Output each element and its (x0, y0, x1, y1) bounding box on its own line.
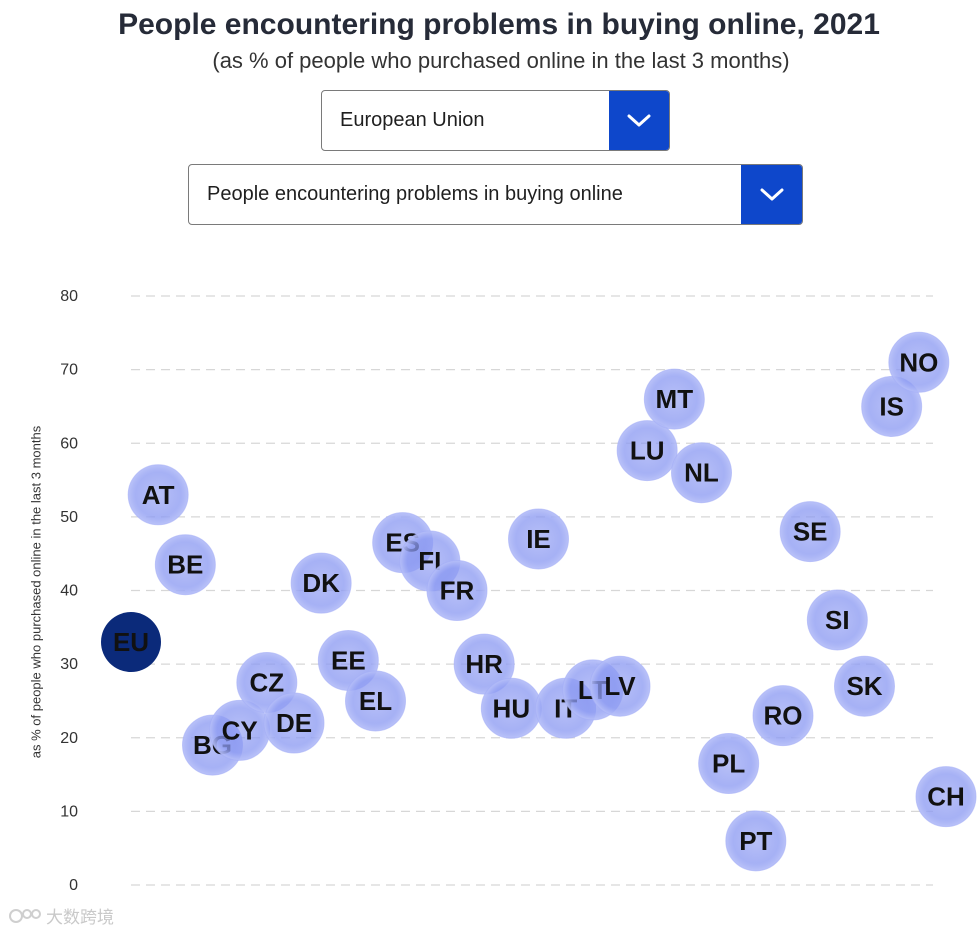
bubble-circle (616, 420, 678, 482)
bubble-label: PL (712, 749, 745, 779)
bubble-label: BE (167, 550, 203, 580)
bubble-label: CY (222, 715, 258, 745)
chart-subtitle: (as % of people who purchased online in … (212, 48, 790, 73)
watermark-logo-icon (9, 908, 41, 923)
bubble-circle (426, 560, 488, 621)
bubble-ch[interactable]: CH (915, 766, 977, 828)
bubble-label: SK (846, 671, 882, 701)
bubble-circle (263, 692, 325, 754)
bubble-circle (643, 368, 705, 430)
bubble-circle (752, 685, 814, 747)
bubble-lv[interactable]: LV (589, 655, 651, 717)
y-axis-ticks: 0 10 20 30 40 50 60 70 80 (60, 288, 78, 894)
indicator-select-button[interactable] (741, 165, 802, 224)
bubble-hr[interactable]: HR (453, 633, 515, 695)
bubble-nl[interactable]: NL (671, 442, 732, 504)
bubble-lu[interactable]: LU (616, 420, 678, 482)
indicator-select[interactable]: People encountering problems in buying o… (188, 164, 803, 225)
bubble-label: IE (526, 524, 551, 554)
bubble-circle (453, 633, 515, 695)
bubble-label: DE (276, 708, 312, 738)
watermark: 大数跨境 (8, 903, 114, 928)
bubble-label: EL (359, 686, 392, 716)
bubble-circle (806, 589, 868, 651)
bubble-de[interactable]: DE (263, 692, 325, 754)
y-tick-label: 40 (60, 583, 78, 600)
bubble-label: IS (879, 391, 904, 421)
bubble-se[interactable]: SE (779, 501, 841, 563)
y-tick-label: 0 (69, 877, 78, 894)
bubble-label: SE (793, 517, 828, 547)
bubble-label: EU (113, 627, 149, 657)
bubble-si[interactable]: SI (806, 589, 868, 651)
bubble-label: FR (440, 576, 475, 606)
bubble-is[interactable]: IS (861, 375, 923, 437)
y-tick-label: 30 (60, 656, 78, 673)
bubble-circle (127, 464, 189, 526)
bubble-be[interactable]: BE (154, 534, 216, 596)
bubble-label: SI (825, 605, 850, 635)
y-tick-label: 70 (60, 362, 78, 379)
bubbles: EUATBEBGCYCZDEDKEEELESFIFRHRHUIEITLTLVLU… (101, 331, 977, 872)
bubble-eu[interactable]: EU (101, 612, 161, 673)
bubble-el[interactable]: EL (345, 670, 406, 732)
y-tick-label: 50 (60, 509, 78, 526)
bubble-label: FI (418, 546, 441, 576)
bubble-at[interactable]: AT (127, 464, 189, 526)
bubble-mt[interactable]: MT (643, 368, 705, 430)
bubble-circle (345, 670, 406, 732)
bubble-pl[interactable]: PL (698, 733, 760, 795)
bubble-label: MT (656, 384, 694, 414)
bubble-circle (589, 655, 651, 717)
grid-lines (131, 295, 933, 886)
bubble-label: CH (927, 782, 965, 812)
bubble-label: LU (630, 436, 665, 466)
bubble-circle (888, 331, 950, 393)
bubble-label: AT (142, 480, 175, 510)
bubble-circle (915, 766, 977, 828)
country-select-value: European Union (340, 109, 485, 131)
country-select[interactable]: European Union (321, 90, 670, 151)
bubble-circle (290, 552, 352, 614)
bubble-circle (154, 534, 216, 596)
watermark-text: 大数跨境 (46, 908, 114, 928)
bubble-ro[interactable]: RO (752, 685, 814, 747)
y-tick-label: 10 (60, 803, 78, 820)
bubble-label: PT (739, 826, 772, 856)
bubble-circle (698, 733, 760, 795)
bubble-label: CZ (249, 668, 284, 698)
chevron-down-icon (760, 188, 783, 200)
bubble-label: RO (764, 701, 803, 731)
indicator-select-value: People encountering problems in buying o… (207, 183, 623, 205)
chart-title: People encountering problems in buying o… (118, 8, 880, 41)
bubble-hu[interactable]: HU (480, 677, 542, 739)
chevron-down-icon (627, 114, 651, 126)
country-select-button[interactable] (609, 91, 669, 150)
bubble-circle (861, 375, 923, 437)
bubble-pt[interactable]: PT (725, 810, 787, 872)
bubble-fr[interactable]: FR (426, 560, 488, 621)
bubble-label: DK (302, 568, 340, 598)
bubble-ie[interactable]: IE (508, 508, 569, 570)
bubble-circle (671, 442, 732, 504)
bubble-circle (508, 508, 569, 570)
bubble-label: HU (493, 693, 531, 723)
bubble-label: EE (331, 645, 366, 675)
y-tick-label: 60 (60, 435, 78, 452)
bubble-circle (834, 655, 895, 717)
y-tick-label: 80 (60, 288, 78, 305)
bubble-no[interactable]: NO (888, 331, 950, 393)
bubble-label: NL (684, 458, 719, 488)
bubble-sk[interactable]: SK (834, 655, 895, 717)
bubble-label: LV (604, 671, 636, 701)
y-tick-label: 20 (60, 730, 78, 747)
bubble-label: NO (899, 347, 938, 377)
bubble-circle (101, 612, 161, 673)
bubble-label: HR (465, 649, 503, 679)
bubble-dk[interactable]: DK (290, 552, 352, 614)
bubble-circle (725, 810, 787, 872)
bubble-circle (779, 501, 841, 563)
